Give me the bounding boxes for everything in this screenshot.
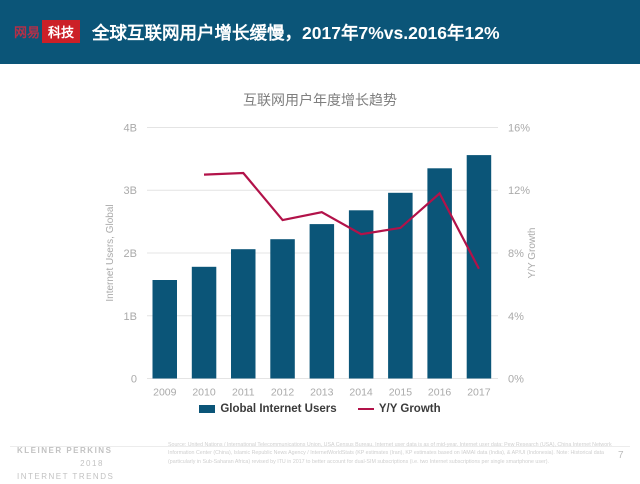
svg-text:2B: 2B xyxy=(124,248,137,260)
svg-text:2015: 2015 xyxy=(389,387,413,399)
svg-text:2013: 2013 xyxy=(310,387,334,399)
svg-text:2009: 2009 xyxy=(153,387,177,399)
svg-text:0%: 0% xyxy=(508,374,524,386)
svg-text:Y/Y Growth: Y/Y Growth xyxy=(527,228,538,279)
svg-text:2016: 2016 xyxy=(428,387,452,399)
svg-text:2012: 2012 xyxy=(271,387,295,399)
svg-text:2011: 2011 xyxy=(232,387,255,399)
svg-text:2017: 2017 xyxy=(467,387,491,399)
svg-text:2014: 2014 xyxy=(349,387,373,399)
svg-text:16%: 16% xyxy=(508,123,530,135)
svg-text:8%: 8% xyxy=(508,248,524,260)
svg-text:2010: 2010 xyxy=(192,387,216,399)
svg-text:0: 0 xyxy=(131,374,137,386)
svg-text:Internet Users, Global: Internet Users, Global xyxy=(105,204,116,301)
svg-text:3B: 3B xyxy=(124,185,137,197)
svg-text:4%: 4% xyxy=(508,311,524,323)
svg-text:1B: 1B xyxy=(124,311,137,323)
svg-text:12%: 12% xyxy=(508,185,530,197)
svg-text:4B: 4B xyxy=(124,123,137,135)
